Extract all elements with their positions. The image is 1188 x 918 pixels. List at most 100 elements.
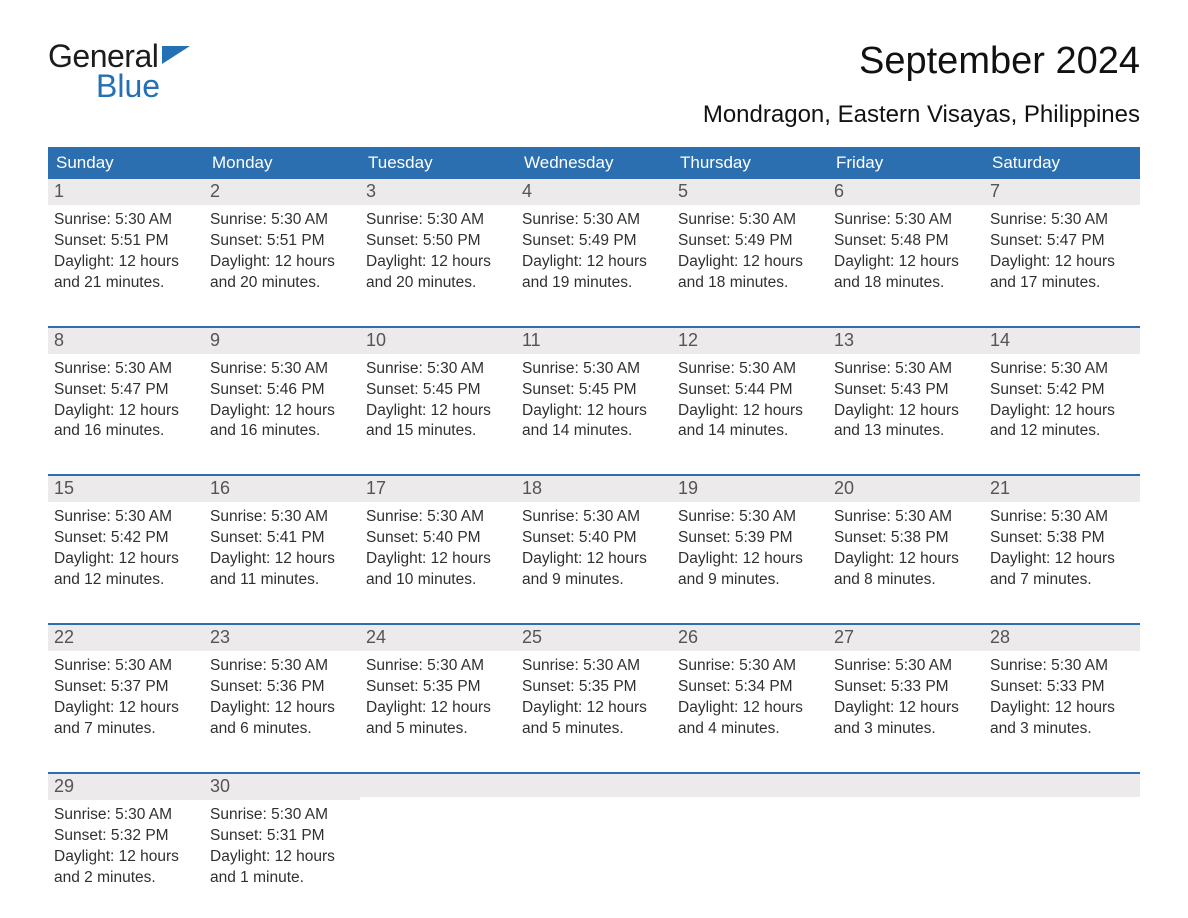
day-number-row: 4: [516, 179, 672, 205]
sunrise-line: Sunrise: 5:30 AM: [210, 210, 354, 231]
dow-cell: Tuesday: [360, 147, 516, 179]
day-cell: 4 Sunrise: 5:30 AMSunset: 5:49 PMDaylight…: [516, 179, 672, 302]
brand-logo: General Blue: [48, 40, 190, 103]
brand-triangle-icon: [162, 46, 190, 64]
day-number: 7: [990, 181, 1000, 201]
calendar: SundayMondayTuesdayWednesdayThursdayFrid…: [48, 147, 1140, 896]
location-text: Mondragon, Eastern Visayas, Philippines: [703, 101, 1140, 129]
dow-cell: Friday: [828, 147, 984, 179]
sunset-line: Sunset: 5:35 PM: [366, 677, 510, 698]
daylight-line: Daylight: 12 hours and 12 minutes.: [990, 401, 1134, 443]
day-number: 12: [678, 330, 698, 350]
day-number: 1: [54, 181, 64, 201]
day-number: 6: [834, 181, 844, 201]
day-number-row-empty: [516, 774, 672, 797]
sunrise-line: Sunrise: 5:30 AM: [54, 805, 198, 826]
day-number-row: 1: [48, 179, 204, 205]
day-number-row: 19: [672, 476, 828, 502]
day-number-row: 30: [204, 774, 360, 800]
day-details: Sunrise: 5:30 AMSunset: 5:47 PMDaylight:…: [990, 210, 1134, 294]
daylight-line: Daylight: 12 hours and 6 minutes.: [210, 698, 354, 740]
daylight-line: Daylight: 12 hours and 9 minutes.: [522, 549, 666, 591]
day-cell: [516, 774, 672, 897]
day-details: Sunrise: 5:30 AMSunset: 5:45 PMDaylight:…: [522, 359, 666, 443]
day-cell: 18Sunrise: 5:30 AMSunset: 5:40 PMDayligh…: [516, 476, 672, 599]
day-cell: 6 Sunrise: 5:30 AMSunset: 5:48 PMDaylight…: [828, 179, 984, 302]
day-cell: 12 Sunrise: 5:30 AMSunset: 5:44 PMDayligh…: [672, 328, 828, 451]
sunrise-line: Sunrise: 5:30 AM: [834, 359, 978, 380]
daylight-line: Daylight: 12 hours and 1 minute.: [210, 847, 354, 889]
daylight-line: Daylight: 12 hours and 10 minutes.: [366, 549, 510, 591]
day-number-row: 9: [204, 328, 360, 354]
day-cell: 13Sunrise: 5:30 AMSunset: 5:43 PMDayligh…: [828, 328, 984, 451]
day-details: Sunrise: 5:30 AMSunset: 5:35 PMDaylight:…: [522, 656, 666, 740]
sunrise-line: Sunrise: 5:30 AM: [522, 656, 666, 677]
day-number: 21: [990, 478, 1010, 498]
daylight-line: Daylight: 12 hours and 18 minutes.: [834, 252, 978, 294]
day-number-row: 20: [828, 476, 984, 502]
sunrise-line: Sunrise: 5:30 AM: [834, 507, 978, 528]
title-block: September 2024 Mondragon, Eastern Visaya…: [703, 40, 1140, 129]
sunset-line: Sunset: 5:43 PM: [834, 380, 978, 401]
day-number: 17: [366, 478, 386, 498]
day-number: 20: [834, 478, 854, 498]
daylight-line: Daylight: 12 hours and 14 minutes.: [678, 401, 822, 443]
day-details: Sunrise: 5:30 AMSunset: 5:49 PMDaylight:…: [522, 210, 666, 294]
sunset-line: Sunset: 5:51 PM: [210, 231, 354, 252]
sunrise-line: Sunrise: 5:30 AM: [990, 359, 1134, 380]
sunset-line: Sunset: 5:51 PM: [54, 231, 198, 252]
sunset-line: Sunset: 5:44 PM: [678, 380, 822, 401]
day-cell: 22Sunrise: 5:30 AMSunset: 5:37 PMDayligh…: [48, 625, 204, 748]
day-cell: 24Sunrise: 5:30 AMSunset: 5:35 PMDayligh…: [360, 625, 516, 748]
daylight-line: Daylight: 12 hours and 5 minutes.: [366, 698, 510, 740]
day-cell: [828, 774, 984, 897]
day-number-row: 2: [204, 179, 360, 205]
daylight-line: Daylight: 12 hours and 3 minutes.: [990, 698, 1134, 740]
daylight-line: Daylight: 12 hours and 9 minutes.: [678, 549, 822, 591]
sunrise-line: Sunrise: 5:30 AM: [678, 656, 822, 677]
day-cell: 27Sunrise: 5:30 AMSunset: 5:33 PMDayligh…: [828, 625, 984, 748]
daylight-line: Daylight: 12 hours and 14 minutes.: [522, 401, 666, 443]
day-cell: 17Sunrise: 5:30 AMSunset: 5:40 PMDayligh…: [360, 476, 516, 599]
sunrise-line: Sunrise: 5:30 AM: [678, 359, 822, 380]
day-cell: 30Sunrise: 5:30 AMSunset: 5:31 PMDayligh…: [204, 774, 360, 897]
day-details: Sunrise: 5:30 AMSunset: 5:44 PMDaylight:…: [678, 359, 822, 443]
sunset-line: Sunset: 5:31 PM: [210, 826, 354, 847]
day-details: Sunrise: 5:30 AMSunset: 5:35 PMDaylight:…: [366, 656, 510, 740]
day-number: 15: [54, 478, 74, 498]
sunset-line: Sunset: 5:36 PM: [210, 677, 354, 698]
sunrise-line: Sunrise: 5:30 AM: [210, 359, 354, 380]
sunset-line: Sunset: 5:48 PM: [834, 231, 978, 252]
sunset-line: Sunset: 5:37 PM: [54, 677, 198, 698]
day-number: 27: [834, 627, 854, 647]
day-cell: [360, 774, 516, 897]
daylight-line: Daylight: 12 hours and 20 minutes.: [366, 252, 510, 294]
day-number-row: 13: [828, 328, 984, 354]
day-number-row-empty: [360, 774, 516, 797]
day-cell: 15Sunrise: 5:30 AMSunset: 5:42 PMDayligh…: [48, 476, 204, 599]
sunset-line: Sunset: 5:46 PM: [210, 380, 354, 401]
day-cell: 1Sunrise: 5:30 AMSunset: 5:51 PMDaylight…: [48, 179, 204, 302]
dow-cell: Saturday: [984, 147, 1140, 179]
day-cell: [984, 774, 1140, 897]
day-number-row: 25: [516, 625, 672, 651]
daylight-line: Daylight: 12 hours and 21 minutes.: [54, 252, 198, 294]
day-details: Sunrise: 5:30 AMSunset: 5:40 PMDaylight:…: [522, 507, 666, 591]
sunset-line: Sunset: 5:42 PM: [54, 528, 198, 549]
day-number-row: 6: [828, 179, 984, 205]
day-cell: 25 Sunrise: 5:30 AMSunset: 5:35 PMDayligh…: [516, 625, 672, 748]
day-details: Sunrise: 5:30 AMSunset: 5:48 PMDaylight:…: [834, 210, 978, 294]
day-number-row: 16: [204, 476, 360, 502]
day-number-row: 14: [984, 328, 1140, 354]
sunset-line: Sunset: 5:49 PM: [678, 231, 822, 252]
day-number: 10: [366, 330, 386, 350]
sunrise-line: Sunrise: 5:30 AM: [366, 210, 510, 231]
day-number: 11: [522, 330, 541, 350]
day-details: Sunrise: 5:30 AMSunset: 5:47 PMDaylight:…: [54, 359, 198, 443]
day-details: Sunrise: 5:30 AMSunset: 5:46 PMDaylight:…: [210, 359, 354, 443]
dow-cell: Sunday: [48, 147, 204, 179]
sunset-line: Sunset: 5:38 PM: [990, 528, 1134, 549]
sunset-line: Sunset: 5:47 PM: [990, 231, 1134, 252]
sunrise-line: Sunrise: 5:30 AM: [834, 210, 978, 231]
sunset-line: Sunset: 5:45 PM: [522, 380, 666, 401]
